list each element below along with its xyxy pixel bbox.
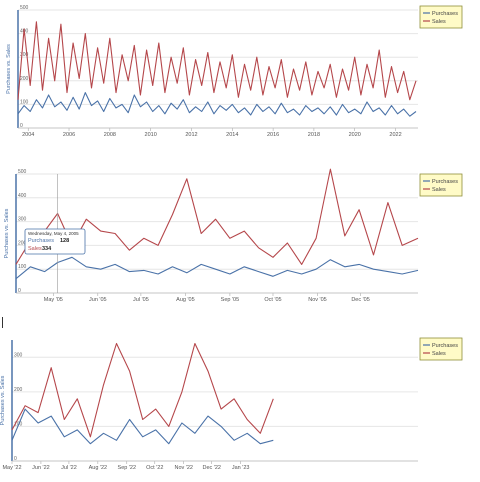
legend-label: Purchases xyxy=(432,11,458,17)
x-tick-label: Jul '05 xyxy=(133,297,149,303)
y-tick-label: 500 xyxy=(20,5,29,11)
y-tick-label: 0 xyxy=(18,288,21,294)
y-tick-label: 300 xyxy=(20,52,29,58)
x-tick-label: Oct '22 xyxy=(146,465,163,471)
series-line-purchases xyxy=(17,92,417,117)
x-tick-label: Aug '22 xyxy=(89,465,107,471)
y-tick-label: 300 xyxy=(14,352,23,358)
x-tick-label: May '22 xyxy=(2,465,21,471)
y-tick-label: 400 xyxy=(18,193,27,199)
x-tick-label: 2004 xyxy=(22,132,34,138)
x-tick-label: 2016 xyxy=(267,132,279,138)
legend-box xyxy=(419,173,463,197)
legend-label: Sales xyxy=(432,187,446,193)
y-tick-label: 100 xyxy=(18,264,27,270)
x-tick-label: Sep '22 xyxy=(118,465,136,471)
y-axis-label: Purchases vs. Sales xyxy=(0,375,6,425)
series-line-purchases xyxy=(11,408,274,445)
y-tick-label: 0 xyxy=(14,456,17,462)
y-tick-label: 100 xyxy=(20,99,29,105)
x-tick-label: Jun '05 xyxy=(89,297,107,303)
x-tick-label: Jan '23 xyxy=(232,465,250,471)
y-tick-label: 500 xyxy=(18,169,27,175)
x-tick-label: 2008 xyxy=(104,132,116,138)
x-tick-label: 2022 xyxy=(389,132,401,138)
x-tick-label: 2010 xyxy=(145,132,157,138)
x-tick-label: Jun '22 xyxy=(32,465,50,471)
tooltip-sales-label: Sales xyxy=(28,246,42,252)
legend-label: Purchases xyxy=(432,343,458,349)
tooltip-box xyxy=(24,228,86,255)
x-tick-label: Aug '05 xyxy=(176,297,194,303)
y-axis-label: Purchases vs. Sales xyxy=(6,44,12,94)
x-tick-label: Nov '22 xyxy=(174,465,192,471)
x-tick-label: 2012 xyxy=(185,132,197,138)
tooltip-date: Wednesday, May 4, 2005 xyxy=(28,231,79,236)
legend-box xyxy=(419,5,463,29)
y-tick-label: 200 xyxy=(14,387,23,393)
x-tick-label: 2006 xyxy=(63,132,75,138)
x-tick-label: May '05 xyxy=(44,297,63,303)
legend-label: Sales xyxy=(432,351,446,357)
tooltip: Wednesday, May 4, 2005 Purchases 128 Sales 3… xyxy=(24,228,86,255)
tooltip-sales-value: 334 xyxy=(42,246,52,252)
y-tick-label: 200 xyxy=(18,240,27,246)
legend-label: Sales xyxy=(432,19,446,25)
x-tick-label: Sep '05 xyxy=(221,297,239,303)
x-tick-label: 2018 xyxy=(308,132,320,138)
tooltip-purchases-label: Purchases xyxy=(28,238,54,244)
x-tick-label: 2020 xyxy=(349,132,361,138)
y-tick-label: 0 xyxy=(20,123,23,129)
x-tick-label: Dec '05 xyxy=(351,297,369,303)
series-line-sales xyxy=(11,342,274,438)
x-tick-label: Oct '05 xyxy=(264,297,281,303)
x-tick-label: Jul '22 xyxy=(61,465,77,471)
y-axis-label: Purchases vs. Sales xyxy=(4,208,10,258)
legend-label: Purchases xyxy=(432,179,458,185)
series-line-sales xyxy=(15,168,419,265)
x-tick-label: Dec '22 xyxy=(202,465,220,471)
x-tick-label: Nov '05 xyxy=(308,297,326,303)
y-tick-label: 200 xyxy=(20,76,29,82)
series-line-sales xyxy=(17,21,417,101)
series-line-purchases xyxy=(15,256,419,280)
text-cursor xyxy=(2,317,3,328)
tooltip-purchases-value: 128 xyxy=(60,238,69,244)
x-tick-label: 2014 xyxy=(226,132,238,138)
legend-box xyxy=(419,337,463,361)
y-tick-label: 300 xyxy=(18,217,27,223)
